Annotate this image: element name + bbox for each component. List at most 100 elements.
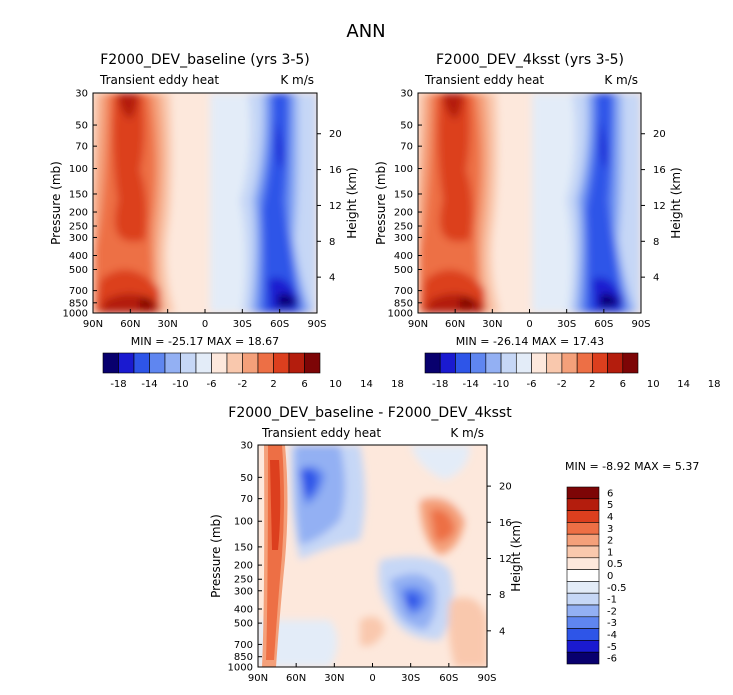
min-max-stats: MIN = -26.14 MAX = 17.43: [456, 335, 604, 348]
colorbar-label: -18: [110, 379, 126, 390]
x-tick-label: 30N: [324, 673, 344, 684]
colorbar-label: -4: [607, 630, 617, 641]
y-tick-label: 700: [394, 286, 413, 297]
y-tick-label: 200: [394, 208, 413, 219]
colorbar-swatch: [164, 352, 181, 374]
height-tick-label: 12: [329, 201, 342, 212]
colorbar-swatch: [561, 352, 578, 374]
height-tick-label: 12: [653, 201, 666, 212]
x-tick-label: 60S: [439, 673, 458, 684]
colorbar-label: 10: [329, 379, 342, 390]
colorbar-swatch: [273, 352, 290, 374]
colorbar-label: 3: [607, 524, 613, 535]
contour-field: [258, 445, 487, 667]
y-tick-label: 150: [69, 189, 88, 200]
colorbar-label: -2: [238, 379, 248, 390]
y-tick-label: 850: [394, 298, 413, 309]
x-tick-label: 60S: [270, 319, 289, 330]
colorbar-swatch: [622, 352, 639, 374]
y-tick-label: 400: [394, 251, 413, 262]
y-tick-label: 250: [234, 575, 253, 586]
colorbar-swatch: [257, 352, 274, 374]
colorbar-label: 2: [589, 379, 595, 390]
panel-difference: F2000_DEV_baseline - F2000_DEV_4ksst Tra…: [209, 405, 699, 684]
y-tick-label: 300: [234, 586, 253, 597]
height-tick-label: 20: [329, 129, 342, 140]
colorbar-label: 14: [677, 379, 690, 390]
x-tick-label: 60S: [594, 319, 613, 330]
y-tick-label: 150: [394, 189, 413, 200]
x-tick-label: 90S: [631, 319, 650, 330]
y-tick-label: 30: [240, 441, 253, 452]
y-axis-label: Pressure (mb): [374, 161, 388, 245]
colorbar-swatch: [424, 352, 441, 374]
colorbar-swatch: [566, 581, 600, 594]
colorbar-swatch: [566, 592, 600, 606]
height-tick-label: 8: [499, 590, 505, 601]
colorbar-swatch: [566, 651, 600, 665]
y-tick-label: 700: [69, 286, 88, 297]
y-tick-label: 400: [69, 251, 88, 262]
colorbar-swatch: [566, 557, 600, 570]
colorbar-swatch: [566, 522, 600, 535]
axes: 90N 60N 30N 0 30S 60S 90S 30 50 70 100 150 200 250300…: [63, 89, 342, 331]
y-tick-label: 100: [69, 164, 88, 175]
colorbar-label: -5: [607, 642, 617, 653]
colorbar-swatch: [500, 352, 517, 374]
subtitle-left: Transient eddy heat: [261, 426, 381, 440]
colorbar-label: 1: [607, 547, 613, 558]
height-tick-label: 8: [653, 237, 659, 248]
colorbar: -18 -14 -10 -6 -2 2 6 10 14 18: [102, 352, 404, 390]
y-axis-label-right: Height (km): [345, 167, 359, 238]
height-tick-label: 4: [499, 626, 505, 637]
colorbar-swatch: [242, 352, 259, 374]
colorbar-swatch: [515, 352, 532, 374]
subtitle-left: Transient eddy heat: [99, 73, 219, 87]
colorbar-label: 5: [607, 500, 613, 511]
y-tick-label: 100: [394, 164, 413, 175]
colorbar: -18 -14 -10 -6 -2 2 6 10 14 18: [424, 352, 720, 390]
colorbar-swatch: [470, 352, 487, 374]
colorbar-swatch: [566, 545, 600, 559]
colorbar-label: -0.5: [607, 583, 627, 594]
axes: 90N 60N 30N 0 30S 60S 90S 30 50 70 100 150 200 250300…: [388, 89, 666, 331]
y-tick-label: 50: [240, 473, 253, 484]
y-tick-label: 1000: [63, 309, 88, 320]
y-tick-label: 700: [234, 640, 253, 651]
y-tick-label: 850: [234, 652, 253, 663]
colorbar-swatch: [576, 352, 593, 374]
y-tick-label: 500: [394, 265, 413, 276]
panel-title: F2000_DEV_4ksst (yrs 3-5): [436, 52, 624, 68]
colorbar-label: -3: [607, 618, 617, 629]
panel-4ksst: F2000_DEV_4ksst (yrs 3-5) Transient eddy…: [374, 52, 720, 390]
colorbar-label: -2: [557, 379, 567, 390]
y-tick-label: 30: [400, 89, 413, 100]
y-tick-label: 850: [69, 298, 88, 309]
height-tick-label: 4: [329, 273, 335, 284]
contour-field: [93, 93, 317, 313]
x-tick-label: 0: [369, 673, 375, 684]
x-tick-label: 0: [526, 319, 532, 330]
colorbar-label: -10: [172, 379, 188, 390]
y-axis-label-right: Height (km): [669, 167, 683, 238]
colorbar-swatch: [195, 352, 212, 374]
y-tick-label: 70: [400, 142, 413, 153]
x-tick-label: 60N: [286, 673, 306, 684]
colorbar-label: -6: [527, 379, 537, 390]
colorbar-label: -18: [432, 379, 448, 390]
y-tick-label: 250: [69, 222, 88, 233]
y-tick-label: 400: [234, 604, 253, 615]
subtitle-right: K m/s: [280, 73, 314, 87]
x-tick-label: 90S: [477, 673, 496, 684]
x-tick-label: 60N: [445, 319, 465, 330]
colorbar-swatch: [304, 352, 321, 374]
panel-title: F2000_DEV_baseline (yrs 3-5): [100, 52, 310, 68]
x-tick-label: 60N: [120, 319, 140, 330]
x-tick-label: 30S: [233, 319, 252, 330]
colorbar-label: 0: [607, 571, 613, 582]
colorbar-swatch: [546, 352, 563, 374]
colorbar-label: -14: [462, 379, 478, 390]
subtitle-right: K m/s: [604, 73, 638, 87]
